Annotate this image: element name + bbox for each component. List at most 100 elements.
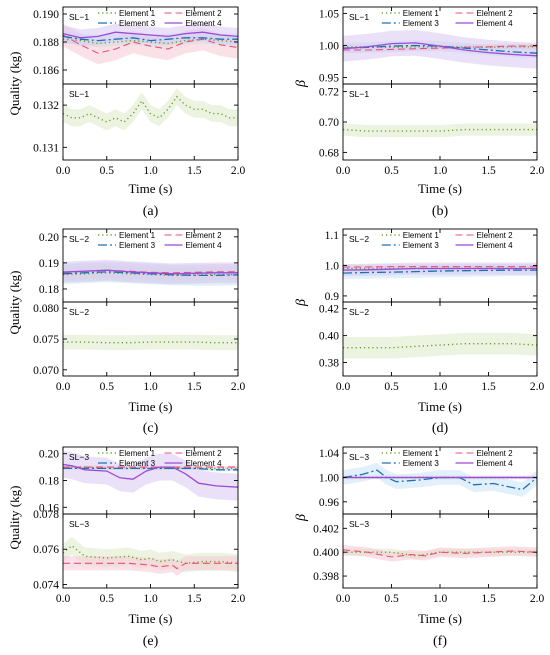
y-tick-label: 0.68 bbox=[319, 147, 339, 159]
series-line-element-3 bbox=[63, 271, 238, 277]
x-tick-label: 2.0 bbox=[530, 593, 545, 605]
band-element-4 bbox=[63, 259, 238, 285]
subplot-3: 0.180.190.20 SL−2 Element 1 Element 2Elemen… bbox=[7, 228, 246, 436]
legend-label-3: Element 3 bbox=[119, 241, 156, 250]
y-axis-label: β bbox=[294, 514, 309, 522]
legend: Element 1 Element 2 Element 3 Element 4 bbox=[98, 231, 222, 250]
legend-label-3: Element 3 bbox=[403, 459, 440, 468]
y-tick-label: 0.40 bbox=[319, 331, 339, 343]
legend-label-2: Element 2 bbox=[477, 9, 514, 18]
y-tick-label: 0.190 bbox=[33, 9, 59, 21]
sl-label: SL−2 bbox=[349, 307, 369, 317]
x-tick-label: 1.0 bbox=[143, 381, 158, 393]
legend-label-4: Element 4 bbox=[477, 241, 514, 250]
legend-label-1: Element 1 bbox=[403, 449, 440, 458]
y-tick-label: 0.20 bbox=[39, 232, 59, 244]
x-tick-label: 1.5 bbox=[187, 593, 202, 605]
y-tick-label: 1.0 bbox=[325, 261, 340, 273]
y-tick-label: 0.186 bbox=[33, 65, 59, 77]
y-tick-label: 0.080 bbox=[33, 303, 59, 315]
y-tick-label: 0.400 bbox=[313, 547, 339, 559]
y-tick-label: 0.20 bbox=[39, 449, 59, 461]
band-element-4 bbox=[343, 30, 537, 69]
x-tick-label: 0.0 bbox=[336, 381, 351, 393]
band-element-1 bbox=[343, 123, 537, 138]
plot-area bbox=[343, 123, 537, 138]
subplot-6-bottom: 0.398 0.400 0.402 SL−3 bbox=[313, 513, 538, 589]
x-tick-label: 0.5 bbox=[384, 381, 399, 393]
x-axis-label: Time (s) bbox=[129, 611, 173, 626]
series-line-element-2 bbox=[63, 34, 238, 54]
sl-label: SL−3 bbox=[349, 452, 369, 462]
y-tick-label: 1.1 bbox=[325, 230, 340, 242]
legend-label-3: Element 3 bbox=[119, 19, 156, 28]
panel-label: (b) bbox=[432, 204, 449, 219]
subplot-5-top: 0.160.180.20 SL−3 Element 1 Element 2Elemen… bbox=[39, 446, 239, 515]
series-line-element-4 bbox=[343, 42, 537, 57]
legend-label-3: Element 3 bbox=[403, 241, 440, 250]
legend: Element 1 Element 2 Element 3 Element 4 bbox=[381, 231, 514, 250]
sl-label: SL−3 bbox=[69, 519, 89, 529]
plot-area bbox=[343, 262, 537, 280]
sl-label: SL−3 bbox=[69, 452, 89, 462]
x-axis-label: Time (s) bbox=[418, 611, 462, 626]
panel-label: (a) bbox=[143, 204, 159, 219]
y-tick-label: 0.70 bbox=[319, 117, 339, 129]
subplot-2-bottom: 0.68 0.70 0.72 SL−1 bbox=[319, 83, 538, 161]
y-tick-label: 0.72 bbox=[319, 87, 339, 99]
y-tick-label: 0.074 bbox=[33, 579, 59, 591]
sl-label: SL−1 bbox=[349, 89, 369, 99]
axes-frame bbox=[342, 83, 538, 161]
x-tick-label: 1.5 bbox=[481, 165, 496, 177]
x-tick-label: 0.0 bbox=[336, 165, 351, 177]
subplot-4: 0.9 1.0 1.1 SL−2 Element 1 Element 2 Element 3… bbox=[294, 228, 544, 436]
x-tick-label: 0.5 bbox=[384, 593, 399, 605]
sl-label: SL−2 bbox=[69, 234, 89, 244]
x-tick-label: 2.0 bbox=[530, 165, 545, 177]
legend: Element 1 Element 2 Element 3 Element 4 bbox=[381, 9, 514, 28]
legend: Element 1 Element 2 Element 3 Element 4 bbox=[381, 449, 514, 468]
plot-area bbox=[343, 462, 537, 497]
plot-area bbox=[63, 334, 238, 351]
legend-label-3: Element 3 bbox=[119, 459, 156, 468]
y-tick-label: 0.96 bbox=[319, 497, 339, 509]
x-tick-label: 0.0 bbox=[56, 165, 71, 177]
legend-label-2: Element 2 bbox=[186, 9, 223, 18]
band-element-2 bbox=[343, 545, 537, 562]
y-tick-label: 0.18 bbox=[39, 476, 59, 488]
series-line-element-1 bbox=[63, 95, 238, 123]
y-tick-label: 0.18 bbox=[39, 284, 59, 296]
legend: Element 1 Element 2 Element 3 Element 4 bbox=[98, 449, 222, 468]
y-tick-label: 0.075 bbox=[33, 334, 59, 346]
band-element-1 bbox=[63, 334, 238, 351]
subplot-6-top: 0.961.001.04 SL−3 Element 1 Element 2Elemen… bbox=[319, 446, 538, 515]
plot-area bbox=[63, 536, 238, 576]
band-element-4 bbox=[343, 262, 537, 277]
x-tick-label: 1.5 bbox=[187, 165, 202, 177]
x-tick-label: 1.5 bbox=[481, 593, 496, 605]
band-element-1 bbox=[63, 88, 238, 131]
sl-label: SL−1 bbox=[69, 12, 89, 22]
x-tick-label: 0.5 bbox=[100, 593, 115, 605]
series-line-element-3 bbox=[63, 35, 238, 42]
subplot-5-bottom: 0.074 0.076 0.078 SL−3 bbox=[33, 509, 239, 591]
legend-label-1: Element 1 bbox=[119, 449, 156, 458]
plot-area bbox=[343, 30, 537, 69]
x-axis-label: Time (s) bbox=[418, 399, 462, 414]
x-axis-label: Time (s) bbox=[129, 399, 173, 414]
y-tick-label: 0.070 bbox=[33, 365, 59, 377]
plot-area bbox=[63, 88, 238, 131]
y-tick-label: 0.398 bbox=[313, 571, 339, 583]
sl-label: SL−2 bbox=[349, 234, 369, 244]
x-tick-label: 2.0 bbox=[231, 381, 246, 393]
sl-label: SL−1 bbox=[349, 12, 369, 22]
legend-label-4: Element 4 bbox=[186, 19, 223, 28]
x-tick-label: 2.0 bbox=[231, 593, 246, 605]
y-axis-label: β bbox=[294, 80, 309, 88]
y-tick-label: 0.188 bbox=[33, 37, 59, 49]
series-line-element-1 bbox=[343, 343, 537, 349]
legend-label-2: Element 2 bbox=[477, 449, 514, 458]
legend-label-1: Element 1 bbox=[119, 231, 156, 240]
